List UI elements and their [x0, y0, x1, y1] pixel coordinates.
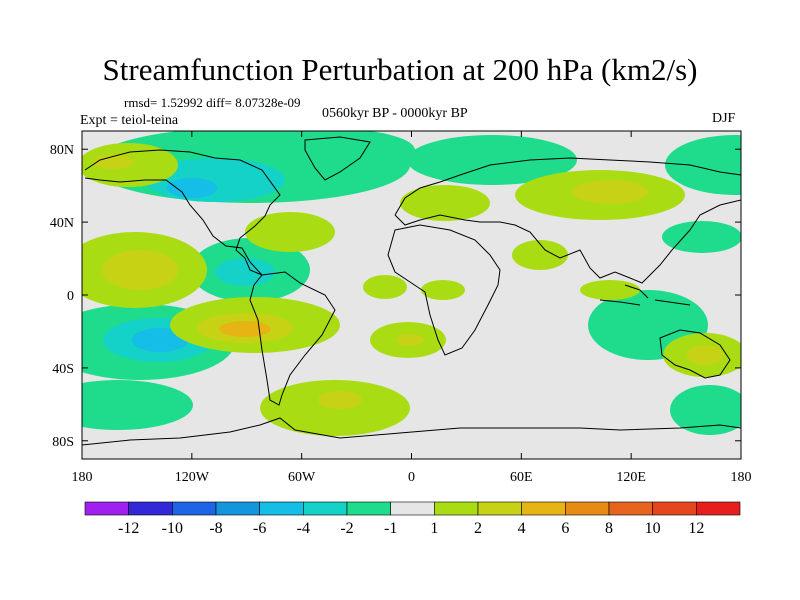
colorbar-label: 2 — [474, 520, 482, 537]
contour-region — [245, 212, 335, 252]
contour-region — [82, 380, 193, 430]
colorbar-label: -10 — [162, 520, 183, 537]
contour-region — [400, 185, 490, 221]
y-axis: 80N 40N 0 40S 80S — [50, 143, 741, 450]
x-tick-label: 180 — [72, 470, 93, 485]
contour-region — [219, 321, 271, 337]
colorbar-swatch — [434, 501, 479, 516]
colorbar-label: 12 — [688, 520, 704, 537]
contour-region — [662, 221, 741, 253]
x-tick-label: 60W — [288, 470, 316, 485]
coastline-africa — [387, 224, 501, 356]
colorbar: -12 -10 -8 -6 -4 -2 -1 1 2 4 6 8 10 12 — [84, 501, 741, 537]
coastline-greenland — [304, 136, 371, 181]
x-tick-label: 180 — [731, 470, 752, 485]
x-tick-label: 120E — [616, 470, 646, 485]
contour-region — [167, 178, 217, 198]
colorbar-swatch — [172, 501, 217, 516]
contour-region — [512, 240, 568, 270]
y-tick-label: 80S — [52, 435, 74, 450]
colorbar-label: -4 — [297, 520, 310, 537]
x-tick-label: 120W — [175, 470, 210, 485]
colorbar-label: -6 — [253, 520, 266, 537]
colorbar-label: -8 — [209, 520, 222, 537]
coastline-north-america — [84, 149, 281, 276]
colorbar-swatch — [303, 501, 348, 516]
colorbar-label: -12 — [118, 520, 139, 537]
coastline-maritime-islands — [599, 284, 691, 306]
contour-region — [572, 180, 648, 204]
colorbar-swatch — [521, 501, 566, 516]
contour-region — [215, 258, 275, 286]
colorbar-swatch — [346, 501, 391, 516]
coastlines — [82, 136, 741, 446]
x-tick-label: 60E — [510, 470, 533, 485]
y-tick-label: 80N — [50, 143, 74, 158]
contour-region — [102, 250, 178, 290]
contour-region — [318, 391, 362, 409]
contour-region — [235, 131, 415, 172]
colorbar-label: -2 — [340, 520, 353, 537]
y-tick-label: 0 — [67, 289, 74, 304]
season-label: DJF — [712, 111, 736, 126]
contour-region — [93, 155, 133, 169]
colorbar-swatch — [565, 501, 610, 516]
colorbar-label: 10 — [645, 520, 661, 537]
colorbar-swatch — [128, 501, 173, 516]
rmsd-stats: rmsd= 1.52992 diff= 8.07328e-09 — [124, 95, 301, 110]
colorbar-label: -1 — [384, 520, 397, 537]
contour-region — [363, 275, 407, 299]
colorbar-swatch — [652, 501, 697, 516]
colorbar-label: 4 — [518, 520, 526, 537]
x-tick-label: 0 — [408, 470, 415, 485]
contour-region — [132, 328, 188, 352]
x-axis: 180 120W 60W 0 60E 120E 180 — [72, 131, 752, 485]
contour-region — [407, 135, 577, 185]
coastline-eurasia — [394, 157, 741, 284]
contour-region — [421, 280, 465, 300]
experiment-label: Expt = teiol-teina — [80, 113, 179, 128]
contour-region — [670, 385, 741, 435]
colorbar-swatch — [390, 501, 435, 516]
colorbar-label: 6 — [561, 520, 569, 537]
chart-title: Streamfunction Perturbation at 200 hPa (… — [102, 52, 698, 87]
y-tick-label: 40N — [50, 216, 74, 231]
colorbar-swatch — [608, 501, 653, 516]
colorbar-swatch — [215, 501, 260, 516]
period-label: 0560kyr BP - 0000kyr BP — [322, 106, 468, 121]
colorbar-label: 8 — [605, 520, 613, 537]
coastline-antarctica — [82, 417, 741, 446]
colorbar-swatch — [84, 501, 129, 516]
coastline-south-america — [249, 271, 336, 406]
contour-region — [580, 280, 640, 300]
colorbar-label: 1 — [430, 520, 438, 537]
coastline-australia — [659, 329, 731, 379]
y-tick-label: 40S — [52, 362, 74, 377]
contour-region — [396, 334, 424, 346]
colorbar-swatch — [477, 501, 522, 516]
contour-region — [687, 345, 723, 365]
contour-region — [665, 135, 741, 195]
colorbar-swatch — [696, 501, 741, 516]
colorbar-swatch — [259, 501, 304, 516]
